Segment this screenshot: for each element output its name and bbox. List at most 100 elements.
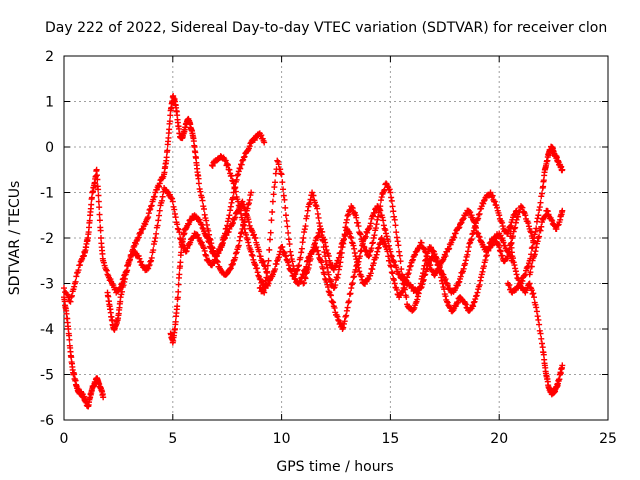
data-point	[275, 161, 282, 168]
data-point	[446, 245, 453, 252]
data-point	[531, 294, 538, 301]
x-tick-label: 15	[381, 431, 399, 447]
data-point	[536, 321, 543, 328]
data-point	[248, 248, 255, 255]
data-point	[367, 223, 374, 230]
data-point	[391, 216, 398, 223]
x-tick-label: 20	[490, 431, 508, 447]
y-tick-label: -1	[40, 186, 54, 202]
data-point	[199, 197, 206, 204]
data-point	[377, 203, 384, 210]
data-point	[370, 260, 377, 267]
data-point	[343, 216, 350, 223]
data-point	[537, 227, 544, 234]
data-point	[450, 233, 457, 240]
data-point	[548, 216, 555, 223]
data-point	[285, 262, 292, 269]
data-point	[476, 281, 483, 288]
data-point	[230, 194, 237, 201]
data-point	[388, 197, 395, 204]
data-point	[422, 249, 429, 256]
data-point	[400, 285, 407, 292]
data-point	[297, 254, 304, 261]
data-point	[442, 253, 449, 260]
data-point	[311, 240, 318, 247]
y-tick-label: -3	[40, 277, 54, 293]
data-point	[287, 248, 294, 255]
data-point	[336, 263, 343, 270]
data-point	[496, 244, 503, 251]
data-point	[222, 157, 229, 164]
data-point	[365, 253, 372, 260]
data-point	[119, 288, 126, 295]
data-point	[334, 274, 341, 281]
data-point	[200, 244, 207, 251]
data-point	[257, 253, 264, 260]
data-point	[145, 214, 152, 221]
data-point	[471, 219, 478, 226]
data-point	[378, 194, 385, 201]
data-point	[120, 282, 127, 289]
data-point	[542, 212, 549, 219]
data-point	[490, 238, 497, 245]
x-tick-labels: 0 5 10 15 20 25	[60, 431, 617, 447]
data-point	[300, 235, 307, 241]
data-point	[482, 257, 489, 264]
data-point	[559, 166, 566, 173]
data-point	[75, 267, 82, 274]
data-point	[403, 277, 410, 284]
data-point	[354, 219, 361, 226]
data-point	[350, 242, 357, 249]
data-point	[364, 229, 371, 236]
data-point	[285, 259, 292, 266]
data-point	[358, 273, 365, 280]
data-point	[203, 233, 210, 240]
data-point	[415, 290, 422, 297]
data-point	[494, 204, 501, 211]
x-axis-label: GPS time / hours	[276, 459, 393, 475]
data-point	[224, 161, 231, 168]
data-point	[532, 228, 539, 235]
data-point	[387, 189, 394, 196]
data-point	[66, 336, 73, 343]
data-point	[232, 184, 239, 191]
data-point	[350, 274, 357, 281]
data-point	[225, 215, 232, 222]
data-point	[137, 230, 144, 237]
data-point	[500, 239, 507, 246]
data-point	[178, 249, 185, 256]
data-point	[171, 206, 178, 213]
data-point	[275, 254, 282, 261]
data-point	[351, 249, 358, 256]
data-point	[525, 220, 532, 227]
data-point	[480, 263, 487, 270]
y-tick-label: -6	[40, 413, 54, 429]
data-point	[307, 196, 314, 203]
data-point	[97, 227, 104, 234]
data-point	[388, 194, 395, 201]
data-point	[519, 278, 526, 285]
data-point	[206, 239, 213, 246]
data-point	[462, 260, 469, 267]
data-point	[266, 236, 273, 243]
data-point	[137, 258, 144, 265]
data-point	[511, 262, 518, 269]
data-point	[347, 233, 354, 240]
data-point	[175, 281, 182, 288]
data-point	[331, 304, 338, 311]
data-point	[538, 223, 545, 230]
data-point	[230, 257, 237, 264]
data-point	[528, 245, 535, 252]
data-point	[103, 266, 110, 273]
data-point	[533, 304, 540, 311]
data-point	[169, 195, 176, 202]
data-point	[361, 244, 368, 251]
data-point	[394, 238, 401, 245]
data-point	[155, 217, 162, 224]
data-point	[438, 274, 445, 281]
data-point	[238, 161, 245, 168]
data-point	[383, 230, 390, 237]
data-point	[121, 278, 128, 285]
data-point	[235, 242, 242, 249]
data-point	[272, 266, 279, 273]
